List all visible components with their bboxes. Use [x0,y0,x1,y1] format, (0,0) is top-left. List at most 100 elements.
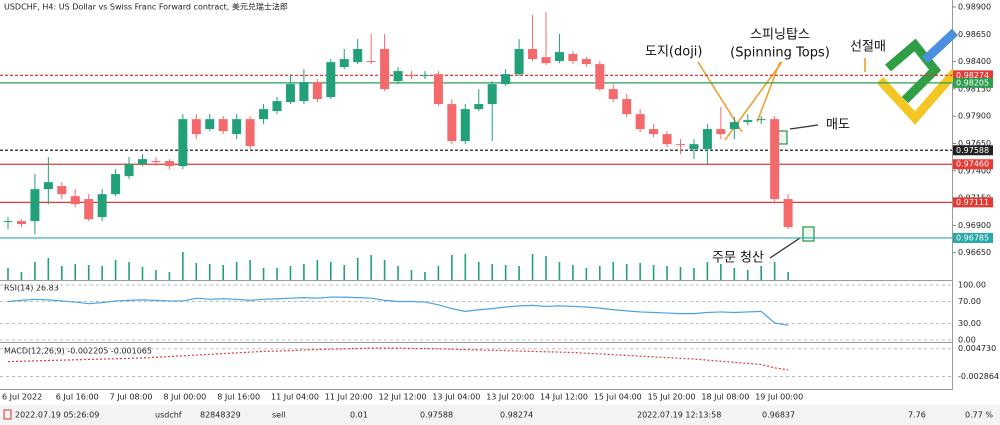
volume-bar [666,266,668,280]
candle-body [460,109,470,142]
y-tick-label: 100.00 [958,281,986,290]
candle-body [191,119,201,135]
candle-body [164,161,174,167]
price-level-label: 0.97111 [956,198,989,207]
candle-body [111,174,121,195]
x-tick-label: 14 Jul 12:00 [540,393,588,402]
candle-body [245,119,255,147]
macd-title: MACD(12,26,9) -0.002205 -0.001065 [4,347,152,356]
volume-bar [141,267,144,280]
candle-body [84,199,94,220]
candle-body [635,114,645,130]
candle-body [299,82,309,102]
trade-field: 2022.07.19 12:13:58 [637,411,721,420]
volume-bar [182,252,184,280]
candle-body [743,120,753,123]
trade-field: 82848329 [200,411,241,420]
candle-body [393,71,403,82]
x-tick-label: 19 Jul 00:00 [755,393,803,402]
candle-body [353,49,363,63]
price-level-box [953,77,993,88]
trade-icon [3,409,12,420]
annotation: 스피닝탑스 [750,28,810,43]
trade-field: 7.76 [908,411,926,420]
candle-body [43,182,53,190]
volume-bar [101,266,103,280]
y-tick-label: 0.96650 [958,248,991,257]
y-tick-label: -0.002864 [958,372,999,381]
candle-body [554,52,564,62]
volume-bar [61,266,63,280]
x-tick-label: 6 Jul 2022 [2,393,42,402]
volume-bar [518,266,520,280]
candle-body [178,119,188,167]
y-tick-label: 0.004730 [958,344,996,353]
volume-bar [773,262,776,280]
y-tick-label: 0.98400 [958,57,991,66]
candle-body [608,89,618,100]
volume-bar [477,262,480,280]
y-tick-label: 70.00 [958,297,981,306]
candle-body [97,194,107,218]
trade-field: sell [272,411,286,420]
x-tick-label: 6 Jul 16:00 [56,393,99,402]
volume-bar [383,260,386,280]
candle-body [3,221,13,223]
candle-body [702,129,712,150]
trade-row-bg [0,405,1000,425]
candle-body [689,144,699,150]
candle-body [541,57,551,64]
candle-body [124,164,134,177]
trade-field: 0.97588 [420,411,453,420]
price-level-box [953,159,993,170]
volume-bar [679,267,682,280]
candle-body [16,221,26,225]
candle-body [285,84,295,103]
annotation: 주문 청산 [712,251,764,266]
volume-bar [545,256,547,280]
candle-body [259,109,269,120]
y-tick-label: 0.00 [958,336,976,345]
trade-field: 0.98274 [500,411,533,420]
price-level-box [953,145,993,156]
volume-bar [195,263,198,280]
y-tick-label: 0.98900 [958,2,991,11]
volume-bar [625,264,628,280]
frames [0,0,953,390]
trade-field: 0.01 [350,411,368,420]
annotation: 도지(doji) [645,45,703,60]
candle-body [420,75,430,77]
candle-body [474,104,484,110]
candle-body [501,74,511,85]
x-tick-label: 11 Jul 04:00 [271,393,319,402]
y-tick-label: 0.98150 [958,84,991,93]
volume-bar [599,266,601,280]
x-tick-label: 18 Jul 08:00 [701,393,749,402]
candle-body [770,119,780,200]
candle-body [649,129,659,135]
volume-bar [356,258,359,280]
pointer-arrows [769,124,819,259]
price-level-label: 0.97588 [956,146,989,155]
annotation: 선절매 [850,40,886,55]
chart-title: USDCHF, H4: US Dollar vs Swiss Franc For… [4,2,288,12]
price-level-label: 0.98274 [956,71,989,80]
volume-bar [760,266,762,280]
volume-bar [531,254,534,280]
price-level-label: 0.98205 [956,78,989,87]
x-tick-label: 15 Jul 20:00 [648,393,696,402]
y-tick-label: 0.98650 [958,30,991,39]
x-tick-label: 12 Jul 12:00 [379,393,427,402]
candle-body [232,119,242,135]
price-level-label: 0.97460 [956,160,989,169]
volume-bar [558,262,561,280]
volume-bar [720,264,722,280]
trade-field: 2022.07.19 05:26:09 [15,411,99,420]
volume-bar [585,268,588,280]
volume-bar [47,258,50,280]
volume-bar [437,266,440,280]
candle-body [380,49,390,90]
candle-body [272,101,282,112]
candle-body [205,119,215,130]
